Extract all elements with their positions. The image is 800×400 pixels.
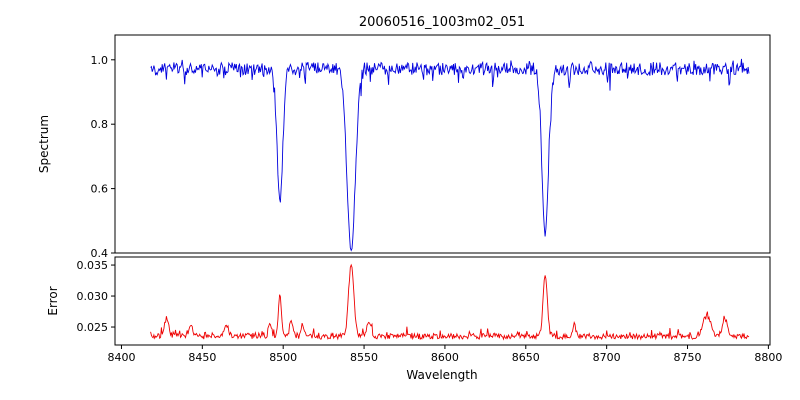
x-tick-label: 8550 (350, 351, 378, 364)
x-axis-label: Wavelength (406, 368, 477, 382)
x-tick-label: 8800 (754, 351, 782, 364)
x-tick-label: 8400 (107, 351, 135, 364)
x-tick-label: 8500 (269, 351, 297, 364)
y-tick-label: 0.4 (91, 247, 109, 260)
y-tick-label: 0.8 (91, 118, 109, 131)
x-tick-label: 8700 (593, 351, 621, 364)
x-tick-label: 8600 (431, 351, 459, 364)
error-line (150, 263, 750, 341)
y-tick-label: 0.6 (91, 183, 109, 196)
series-group (150, 58, 750, 341)
chart-title: 20060516_1003m02_051 (359, 15, 525, 30)
x-tick-label: 8650 (512, 351, 540, 364)
spectrum-line (150, 58, 750, 252)
panel-border-error (114, 256, 771, 346)
y-axis-label-spectrum: Spectrum (37, 115, 51, 173)
x-tick-label: 8450 (188, 351, 216, 364)
y-tick-label: 0.030 (77, 290, 109, 303)
x-tick-label: 8750 (674, 351, 702, 364)
y-axis-label-error: Error (46, 286, 60, 315)
axes-group: 0.4 0.6 0.8 1.0 0.025 0.030 0.035 8400 8450 8500 8… (77, 34, 782, 364)
y-tick-label: 0.025 (77, 321, 109, 334)
y-tick-label: 1.0 (91, 54, 109, 67)
y-tick-label: 0.035 (77, 259, 109, 272)
panel-border-spectrum (114, 34, 771, 254)
